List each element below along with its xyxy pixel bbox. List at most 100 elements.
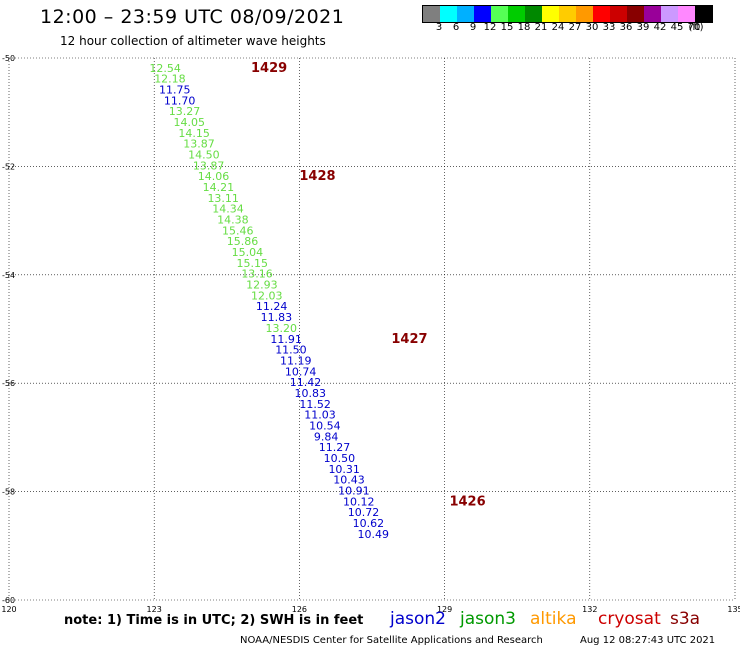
y-tick-label: -60 xyxy=(2,596,15,605)
data-point-label: 13.20 xyxy=(266,322,298,335)
data-point-label: 10.49 xyxy=(357,528,389,541)
data-point-label: 14.21 xyxy=(203,181,235,194)
data-point-label: 15.04 xyxy=(232,246,264,259)
color-swatch xyxy=(576,6,593,22)
legend-entry-jason3: jason3 xyxy=(460,609,516,629)
color-swatch xyxy=(508,6,525,22)
color-swatch xyxy=(627,6,644,22)
chart-title: 12:00 – 23:59 UTC 08/09/2021 xyxy=(40,6,345,28)
color-swatch xyxy=(644,6,661,22)
data-point-label: 11.70 xyxy=(164,94,196,107)
color-scale-label: 3 xyxy=(435,22,443,33)
color-scale-label: 24 xyxy=(551,22,565,33)
data-point-label: 15.86 xyxy=(227,235,258,248)
data-point-label: 12.03 xyxy=(251,289,283,302)
color-scale-label: 33 xyxy=(602,22,616,33)
color-swatch xyxy=(678,6,695,22)
pass-time-label: 1427 xyxy=(391,332,427,347)
color-swatch xyxy=(423,6,440,22)
y-tick-label: -54 xyxy=(2,271,15,280)
y-tick-label: -50 xyxy=(2,54,15,63)
color-scale-label: 18 xyxy=(517,22,531,33)
data-point-label: 14.38 xyxy=(217,214,249,227)
data-point-label: 10.74 xyxy=(285,365,317,378)
color-scale-label: 15 xyxy=(500,22,514,33)
data-point-label: 10.31 xyxy=(328,463,360,476)
data-point-label: 14.50 xyxy=(188,148,220,161)
y-tick-label: -52 xyxy=(2,162,15,171)
color-scale-label: 39 xyxy=(636,22,650,33)
data-point-label: 10.43 xyxy=(333,474,365,487)
color-scale-label: 36 xyxy=(619,22,633,33)
data-point-label: 11.75 xyxy=(159,83,191,96)
data-point-label: 12.93 xyxy=(246,279,278,292)
x-tick-label: 129 xyxy=(437,605,452,614)
data-point-label: 10.12 xyxy=(343,495,375,508)
footer-note: note: 1) Time is in UTC; 2) SWH is in fe… xyxy=(64,613,364,628)
data-point-label: 10.62 xyxy=(353,517,385,530)
data-point-label: 13.27 xyxy=(169,105,201,118)
data-point-label: 11.24 xyxy=(256,300,288,313)
color-scale-label: 30 xyxy=(585,22,599,33)
color-swatch xyxy=(491,6,508,22)
color-scale-label: 27 xyxy=(568,22,582,33)
data-point-label: 9.84 xyxy=(314,430,339,443)
data-point-label: 12.54 xyxy=(149,62,181,75)
pass-time-label: 1429 xyxy=(251,61,287,76)
data-point-label: 10.83 xyxy=(295,387,327,400)
color-swatch xyxy=(525,6,542,22)
color-scale-label: 21 xyxy=(534,22,548,33)
color-swatch xyxy=(695,6,712,22)
legend-entry-s3a: s3a xyxy=(670,609,701,629)
x-tick-label: 132 xyxy=(582,605,597,614)
data-point-label: 14.15 xyxy=(178,127,210,140)
data-point-label: 10.91 xyxy=(338,485,370,498)
data-point-label: 10.54 xyxy=(309,419,341,432)
data-point-label: 11.03 xyxy=(304,409,336,422)
color-swatch xyxy=(457,6,474,22)
data-point-label: 11.27 xyxy=(319,441,351,454)
generated-timestamp: Aug 12 08:27:43 UTC 2021 xyxy=(580,635,716,646)
legend-entry-altika: altika xyxy=(530,609,577,629)
data-point-label: 11.50 xyxy=(275,344,307,357)
data-point-label: 15.15 xyxy=(236,257,267,270)
data-point-label: 11.42 xyxy=(290,376,322,389)
color-scale-label: 12 xyxy=(483,22,497,33)
data-point-label: 13.16 xyxy=(241,268,273,281)
data-point-label: 13.87 xyxy=(193,159,225,172)
x-tick-label: 120 xyxy=(1,605,16,614)
legend-entry-cryosat: cryosat xyxy=(598,609,661,629)
color-swatch xyxy=(559,6,576,22)
color-swatch xyxy=(593,6,610,22)
data-point-label: 10.72 xyxy=(348,506,380,519)
y-tick-label: -58 xyxy=(2,488,15,497)
legend-entry-jason2: jason2 xyxy=(390,609,446,629)
chart-subtitle: 12 hour collection of altimeter wave hei… xyxy=(60,34,326,48)
pass-time-label: 1428 xyxy=(299,169,335,184)
data-point-label: 13.11 xyxy=(207,192,239,205)
color-swatch xyxy=(440,6,457,22)
color-swatch xyxy=(474,6,491,22)
data-point-label: 13.87 xyxy=(183,138,215,151)
color-scale-label: 45 xyxy=(670,22,684,33)
data-point-label: 15.46 xyxy=(222,224,254,237)
credit-line: NOAA/NESDIS Center for Satellite Applica… xyxy=(240,635,543,646)
color-swatch xyxy=(610,6,627,22)
x-tick-label: 126 xyxy=(292,605,307,614)
color-scale-label: 42 xyxy=(653,22,667,33)
pass-time-label: 1426 xyxy=(449,494,485,509)
data-point-label: 12.18 xyxy=(154,73,186,86)
color-scale-bar xyxy=(422,5,713,23)
data-point-label: 10.50 xyxy=(324,452,356,465)
data-point-label: 14.34 xyxy=(212,203,244,216)
color-scale-label: 70 xyxy=(687,22,701,33)
data-point-label: 11.91 xyxy=(270,333,302,346)
color-scale-label: 6 xyxy=(452,22,460,33)
color-swatch xyxy=(661,6,678,22)
x-tick-label: 123 xyxy=(147,605,162,614)
color-swatch xyxy=(542,6,559,22)
data-point-label: 11.52 xyxy=(299,398,331,411)
color-scale-label: (ft) xyxy=(688,22,704,33)
data-point-label: 11.19 xyxy=(280,354,312,367)
